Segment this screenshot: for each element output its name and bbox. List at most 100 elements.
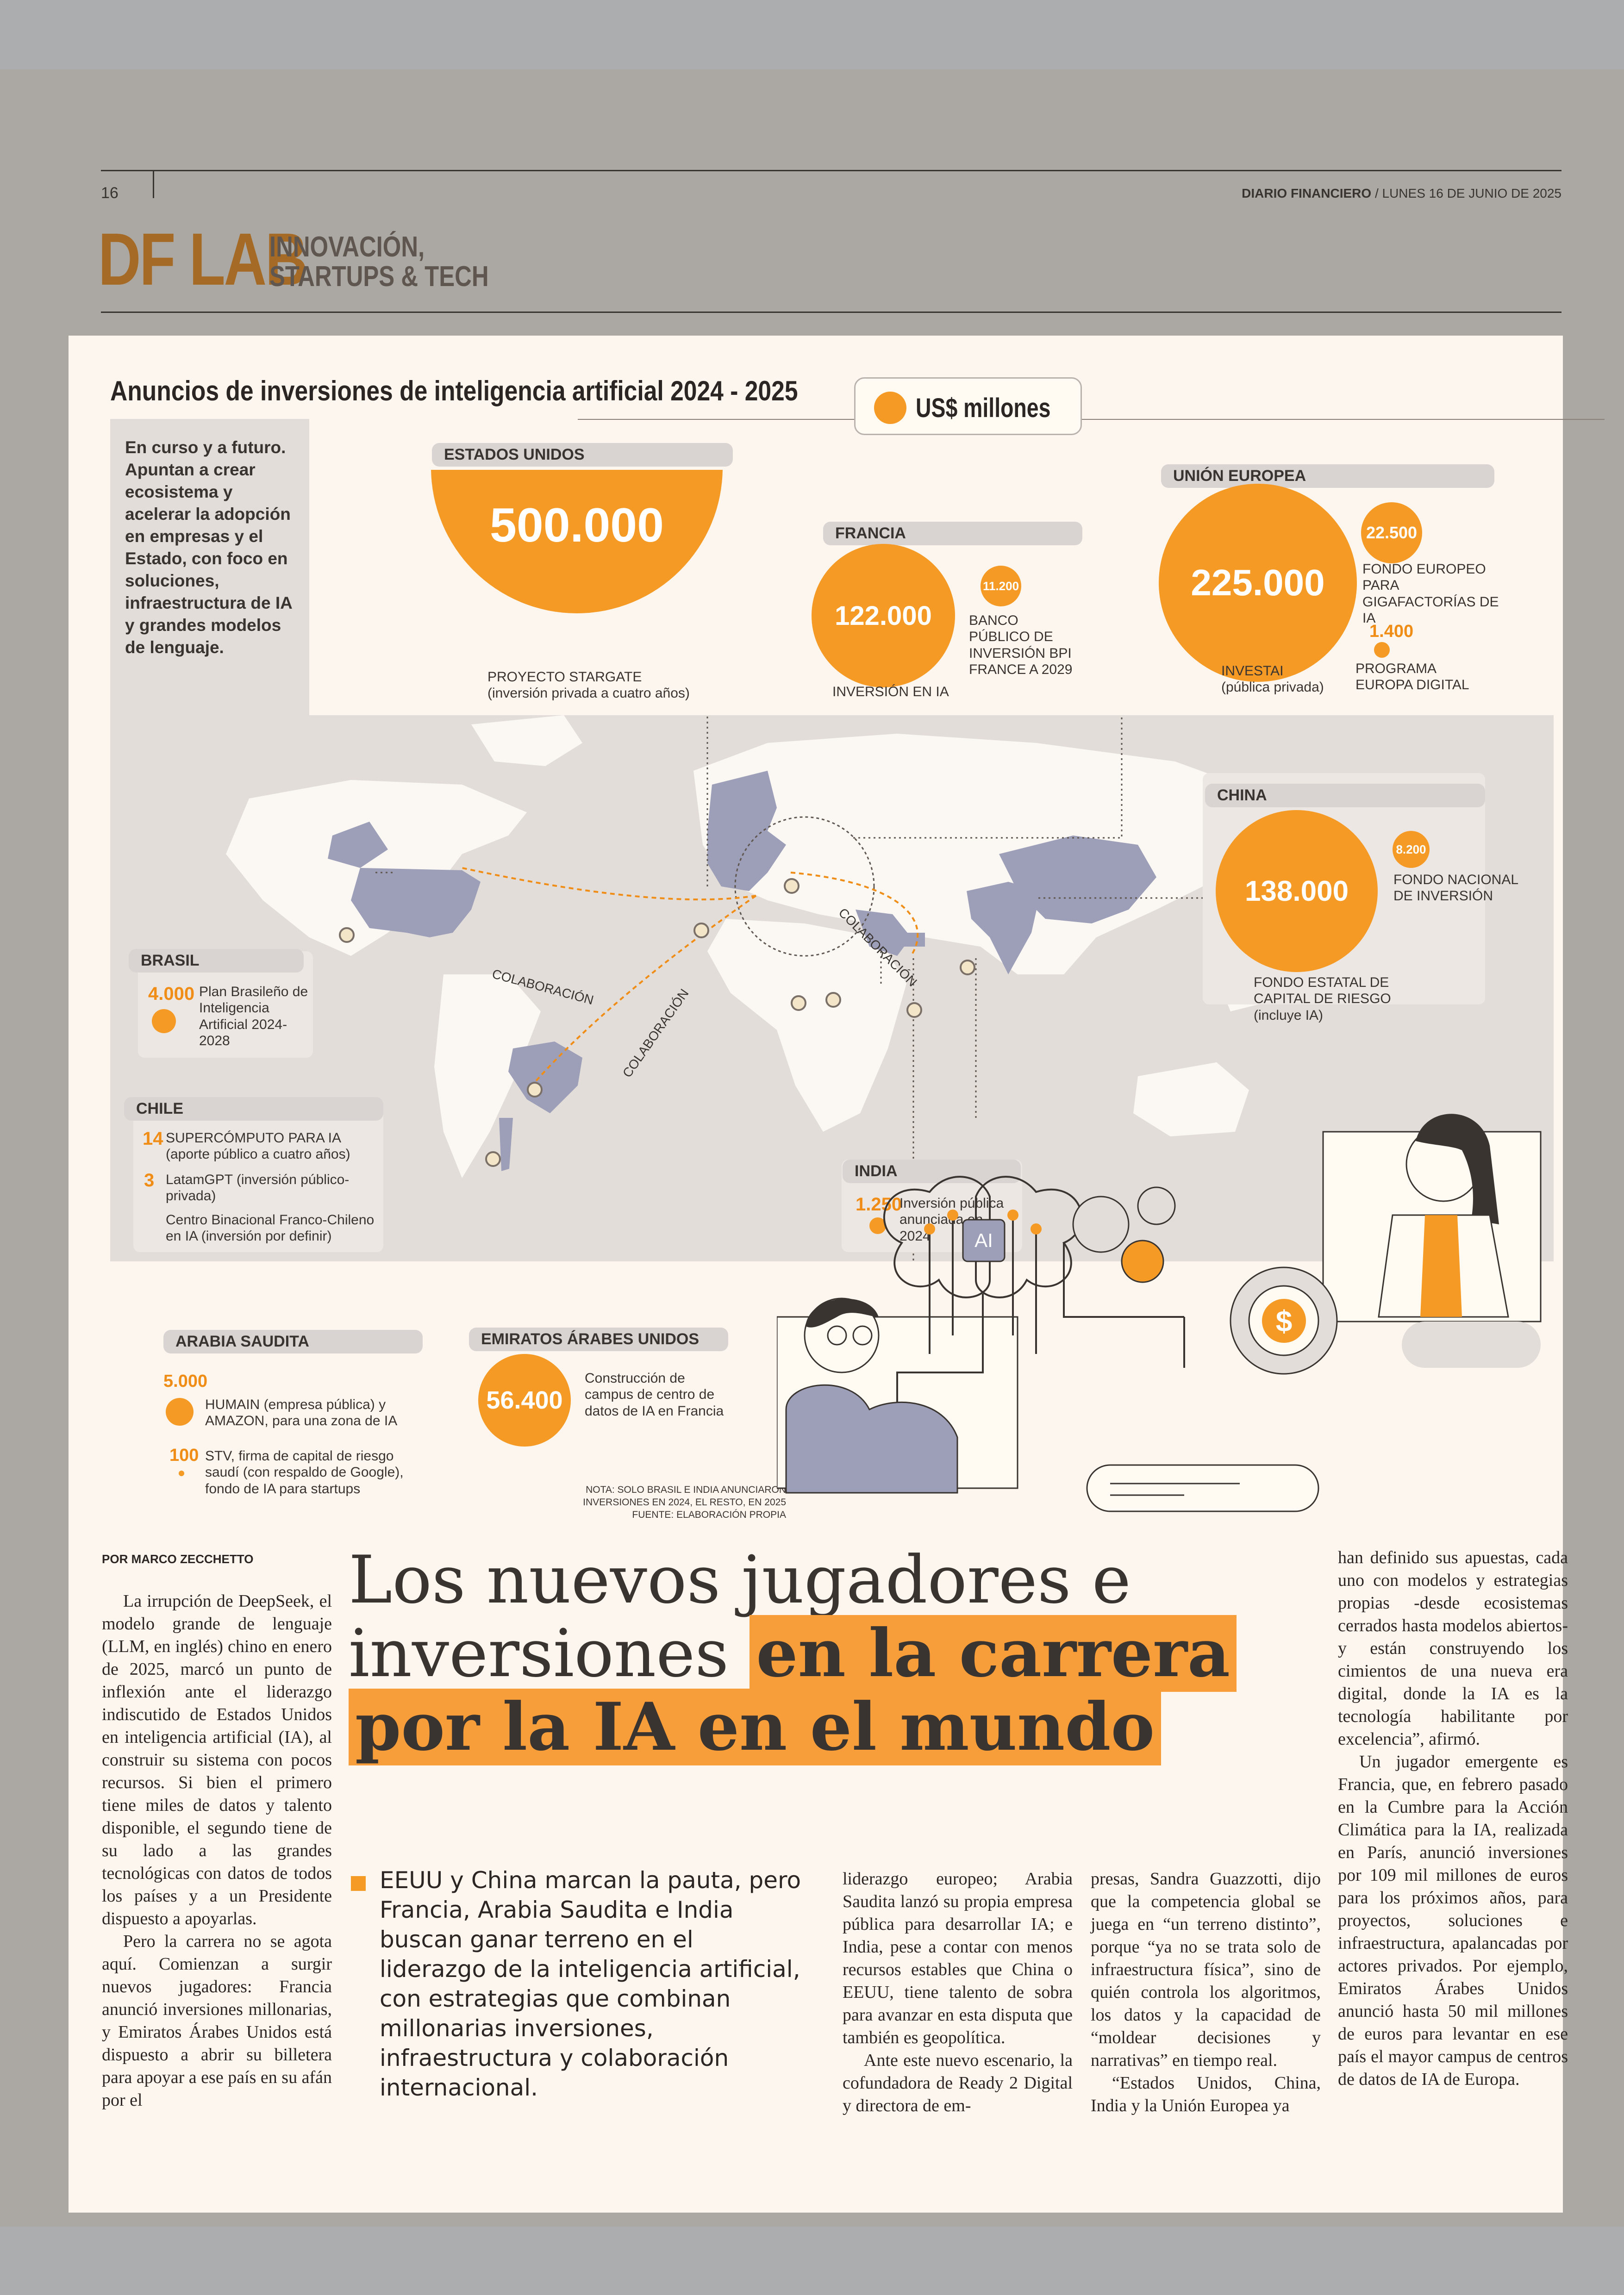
france-desc: INVERSIÓN EN IA bbox=[832, 684, 949, 699]
eu-desc: INVESTAI (pública privada) bbox=[1221, 663, 1324, 696]
page-number: 16 bbox=[101, 184, 119, 202]
brasil-dot bbox=[152, 1009, 176, 1033]
france-bubble: 122.000 bbox=[812, 544, 955, 687]
china-sub-bubble: 8.200 bbox=[1393, 831, 1430, 868]
uae-bubble: 56.400 bbox=[478, 1354, 571, 1447]
chile-desc-1: SUPERCÓMPUTO PARA IA (aporte público a c… bbox=[166, 1130, 350, 1162]
section-subtitle-line2: STARTUPS & TECH bbox=[269, 261, 489, 293]
country-label-uae: EMIRATOS ÁRABES UNIDOS bbox=[469, 1328, 728, 1351]
eu-desc-line1: INVESTAI bbox=[1221, 663, 1284, 679]
section-subtitle-line1: INNOVACIÓN, bbox=[269, 231, 425, 263]
france-sub-desc: BANCO PÚBLICO DE INVERSIÓN BPI FRANCE A … bbox=[969, 613, 1073, 678]
saudi-desc-1: HUMAIN (empresa pública) y AMAZON, para … bbox=[205, 1397, 398, 1429]
chile-desc-3: Centro Binacional Franco-Chileno en IA (… bbox=[166, 1212, 375, 1244]
marker-saudi bbox=[791, 995, 806, 1011]
col1-paragraph-1: La irrupción de DeepSeek, el modelo gran… bbox=[102, 1591, 332, 1928]
saudi-value-1: 5.000 bbox=[163, 1372, 208, 1391]
article-col-4: presas, Sandra Guazzotti, dijo que la co… bbox=[1091, 1868, 1321, 2117]
india-desc: Inversión pública anunciada en 2024 bbox=[899, 1196, 1004, 1244]
france-sub-bubble: 11.200 bbox=[981, 566, 1021, 606]
chile-value-1: 14 bbox=[143, 1129, 163, 1149]
marker-chile bbox=[485, 1151, 501, 1167]
usa-desc-line1: PROYECTO STARGATE bbox=[487, 669, 642, 685]
marker-uae bbox=[825, 992, 841, 1008]
eu-sub1-bubble: 22.500 bbox=[1361, 502, 1422, 563]
col1-paragraph-2: Pero la carrera no se agota aquí. Comien… bbox=[102, 1932, 332, 2110]
saudi-value-2: 100 bbox=[169, 1446, 199, 1465]
paper-name: DIARIO FINANCIERO bbox=[1242, 186, 1372, 200]
country-label-usa: ESTADOS UNIDOS bbox=[432, 443, 733, 467]
ai-illustration bbox=[777, 1114, 1542, 1512]
country-label-brasil: BRASIL bbox=[129, 949, 304, 973]
section-logo: DF LAB bbox=[98, 218, 308, 300]
ai-chip-label: AI bbox=[974, 1229, 993, 1251]
header-dateline: DIARIO FINANCIERO / LUNES 16 DE JUNIO DE… bbox=[1242, 186, 1562, 201]
col3-paragraph-1: liderazgo europeo; Arabia Saudita lanzó … bbox=[843, 1869, 1073, 2047]
saudi-dot-2 bbox=[179, 1471, 184, 1476]
header-tick bbox=[153, 171, 154, 198]
title-rule bbox=[578, 419, 1605, 420]
highlighted-countries bbox=[328, 771, 1156, 1171]
eu-sub1-desc: FONDO EUROPEO PARA GIGAFACTORÍAS DE IA bbox=[1362, 561, 1499, 626]
infographic-note: NOTA: SOLO BRASIL E INDIA ANUNCIARON INV… bbox=[522, 1484, 786, 1521]
saudi-dot-1 bbox=[166, 1398, 194, 1426]
unit-label: US$ millones bbox=[916, 393, 1051, 423]
eu-sub2-dot bbox=[1374, 642, 1390, 658]
usa-bubble: 500.000 bbox=[431, 470, 723, 613]
note-line2: INVERSIONES EN 2024, EL RESTO, EN 2025 bbox=[583, 1497, 786, 1508]
lead-paragraph: EEUU y China marcan la pauta, pero Franc… bbox=[380, 1867, 801, 2101]
india-value: 1.250 bbox=[856, 1194, 902, 1215]
brasil-desc: Plan Brasileño de Inteligencia Artificia… bbox=[199, 984, 308, 1049]
dollar-coin: $ bbox=[1262, 1299, 1306, 1343]
col4-paragraph-2: “Estados Unidos, China, India y la Unión… bbox=[1091, 2073, 1321, 2115]
china-sub-desc: FONDO NACIONAL DE INVERSIÓN bbox=[1393, 872, 1518, 904]
byline: POR MARCO ZECCHETTO bbox=[102, 1552, 254, 1566]
note-source: FUENTE: ELABORACIÓN PROPIA bbox=[632, 1509, 786, 1520]
legend-dot bbox=[874, 392, 906, 424]
col5-paragraph-2: Un jugador emergente es Francia, que, en… bbox=[1338, 1752, 1568, 2089]
marker-brasil bbox=[527, 1082, 543, 1098]
uae-desc: Construcción de campus de centro de dato… bbox=[585, 1371, 724, 1419]
unit-legend: US$ millones bbox=[854, 377, 1082, 435]
eu-sub2-desc: PROGRAMA EUROPA DIGITAL bbox=[1355, 661, 1469, 693]
chile-card bbox=[133, 1099, 383, 1252]
continents-outline bbox=[226, 715, 1277, 1178]
lead-bullet bbox=[351, 1876, 366, 1891]
article-sheet: Anuncios de inversiones de inteligencia … bbox=[69, 336, 1605, 2213]
country-label-chile: CHILE bbox=[124, 1097, 383, 1121]
marker-china bbox=[960, 960, 975, 975]
china-bubble: 138.000 bbox=[1216, 810, 1378, 972]
china-desc: FONDO ESTATAL DE CAPITAL DE RIESGO (incl… bbox=[1254, 975, 1391, 1023]
section-subtitle: INNOVACIÓN, STARTUPS & TECH bbox=[269, 232, 489, 292]
chile-desc-2: LatamGPT (inversión público-privada) bbox=[166, 1172, 350, 1204]
brasil-value: 4.000 bbox=[148, 984, 195, 1004]
marker-france bbox=[693, 923, 709, 938]
article-col-1: La irrupción de DeepSeek, el modelo gran… bbox=[102, 1590, 332, 2112]
country-label-china: CHINA bbox=[1205, 784, 1485, 807]
article-col-3: liderazgo europeo; Arabia Saudita lanzó … bbox=[843, 1868, 1073, 2117]
usa-desc: PROYECTO STARGATE (inversión privada a c… bbox=[487, 669, 690, 702]
headline-highlight-2: por la IA en el mundo bbox=[349, 1689, 1162, 1765]
country-label-france: FRANCIA bbox=[823, 522, 1082, 545]
eu-bubble: 225.000 bbox=[1159, 484, 1357, 682]
header-rule bbox=[101, 170, 1562, 171]
usa-bubble-wrap: 500.000 bbox=[431, 470, 723, 613]
col3-paragraph-2: Ante este nuevo escenario, la cofundador… bbox=[843, 2051, 1073, 2115]
eu-desc-line2: (pública privada) bbox=[1221, 680, 1324, 695]
article-col-5: han definido sus apuestas, cada uno con … bbox=[1338, 1547, 1568, 2091]
col4-paragraph-1: presas, Sandra Guazzotti, dijo que la co… bbox=[1091, 1869, 1321, 2070]
header-bottom-rule bbox=[101, 312, 1562, 313]
marker-eu bbox=[784, 878, 800, 894]
headline: Los nuevos jugadores e inversiones en la… bbox=[349, 1544, 1251, 1765]
intro-text: En curso y a futuro. Apuntan a crear eco… bbox=[125, 438, 292, 657]
infographic-title: Anuncios de inversiones de inteligencia … bbox=[110, 375, 798, 406]
marker-india bbox=[906, 1002, 922, 1018]
usa-desc-line2: (inversión privada a cuatro años) bbox=[487, 686, 690, 701]
chile-value-2: 3 bbox=[144, 1170, 155, 1191]
saudi-desc-2: STV, firma de capital de riesgo saudí (c… bbox=[205, 1448, 404, 1497]
marker-usa bbox=[339, 927, 355, 943]
note-line1: NOTA: SOLO BRASIL E INDIA ANUNCIARON bbox=[586, 1484, 786, 1495]
world-map bbox=[226, 345, 1277, 1289]
intro-box: En curso y a futuro. Apuntan a crear eco… bbox=[110, 419, 309, 715]
col5-paragraph-1: han definido sus apuestas, cada uno con … bbox=[1338, 1548, 1568, 1749]
